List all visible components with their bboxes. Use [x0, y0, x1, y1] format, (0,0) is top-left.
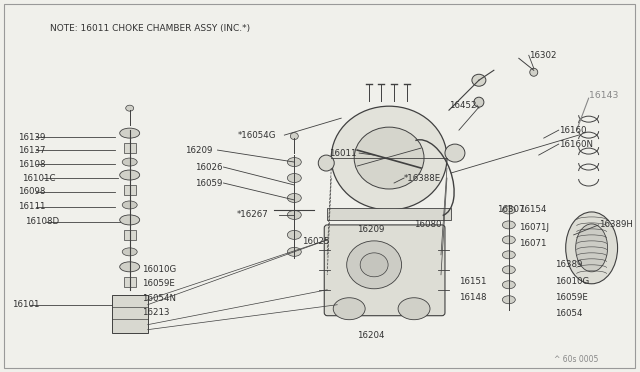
- Ellipse shape: [445, 144, 465, 162]
- Ellipse shape: [360, 253, 388, 277]
- Bar: [124, 185, 136, 195]
- Ellipse shape: [120, 170, 140, 180]
- Text: 16111: 16111: [18, 202, 45, 211]
- Text: 16010G: 16010G: [555, 277, 589, 286]
- Text: 16059E: 16059E: [555, 293, 588, 302]
- Ellipse shape: [347, 241, 401, 289]
- Ellipse shape: [120, 262, 140, 272]
- Text: 16101C: 16101C: [22, 173, 56, 183]
- Bar: [327, 208, 451, 220]
- Text: 16204: 16204: [357, 331, 385, 340]
- Text: 16059E: 16059E: [141, 279, 175, 288]
- Ellipse shape: [354, 127, 424, 189]
- Ellipse shape: [287, 230, 301, 239]
- Ellipse shape: [125, 105, 134, 111]
- Ellipse shape: [502, 221, 515, 229]
- Text: *16054G: *16054G: [237, 131, 276, 140]
- Text: 16025: 16025: [302, 237, 330, 246]
- Ellipse shape: [287, 193, 301, 202]
- Ellipse shape: [472, 74, 486, 86]
- Text: 16389H: 16389H: [598, 221, 632, 230]
- Ellipse shape: [120, 215, 140, 225]
- Text: 16209: 16209: [357, 225, 385, 234]
- Text: *16388E: *16388E: [404, 173, 442, 183]
- Ellipse shape: [291, 133, 298, 140]
- Text: 16071J: 16071J: [519, 224, 549, 232]
- Text: 16154: 16154: [519, 205, 547, 214]
- Text: 16160N: 16160N: [559, 140, 593, 148]
- Text: 16098: 16098: [18, 187, 45, 196]
- Ellipse shape: [502, 206, 515, 214]
- Ellipse shape: [332, 106, 447, 210]
- Ellipse shape: [502, 296, 515, 304]
- Text: 16010G: 16010G: [141, 265, 176, 274]
- Text: 16059: 16059: [195, 179, 222, 187]
- Ellipse shape: [287, 211, 301, 219]
- Ellipse shape: [287, 173, 301, 183]
- Text: 16148: 16148: [459, 293, 486, 302]
- Ellipse shape: [502, 236, 515, 244]
- Ellipse shape: [575, 224, 607, 272]
- Text: 16011: 16011: [329, 148, 356, 158]
- Ellipse shape: [333, 298, 365, 320]
- Text: 16213: 16213: [141, 308, 169, 317]
- Text: 16108D: 16108D: [25, 217, 59, 227]
- Text: 16143: 16143: [589, 91, 618, 100]
- Bar: [124, 143, 136, 153]
- Ellipse shape: [122, 158, 137, 166]
- Text: 16389: 16389: [555, 260, 582, 269]
- Text: 16160: 16160: [559, 126, 586, 135]
- Text: 16209: 16209: [184, 145, 212, 155]
- Bar: [124, 230, 136, 240]
- Ellipse shape: [122, 248, 137, 256]
- Text: 16080: 16080: [414, 221, 442, 230]
- Text: 16307: 16307: [497, 205, 524, 214]
- Bar: [124, 277, 136, 287]
- Text: 16151: 16151: [459, 277, 486, 286]
- Ellipse shape: [502, 281, 515, 289]
- Ellipse shape: [318, 155, 334, 171]
- Text: 16071: 16071: [519, 239, 547, 248]
- Text: 16026: 16026: [195, 163, 222, 171]
- Text: 16101: 16101: [12, 300, 40, 309]
- Text: 16054N: 16054N: [141, 294, 175, 303]
- Text: 16137: 16137: [18, 145, 45, 155]
- Ellipse shape: [287, 247, 301, 256]
- Text: ^ 60s 0005: ^ 60s 0005: [554, 355, 598, 364]
- Text: 16108: 16108: [18, 160, 45, 169]
- Ellipse shape: [287, 158, 301, 167]
- Ellipse shape: [502, 266, 515, 274]
- Text: 16139: 16139: [18, 132, 45, 142]
- Text: *16267: *16267: [236, 211, 268, 219]
- Ellipse shape: [120, 128, 140, 138]
- Ellipse shape: [530, 68, 538, 76]
- Ellipse shape: [502, 251, 515, 259]
- Text: NOTE: 16011 CHOKE CHAMBER ASSY (INC.*): NOTE: 16011 CHOKE CHAMBER ASSY (INC.*): [50, 24, 250, 33]
- Ellipse shape: [398, 298, 430, 320]
- Text: 16452: 16452: [449, 101, 476, 110]
- Text: 16054: 16054: [555, 309, 582, 318]
- Ellipse shape: [566, 212, 618, 284]
- Ellipse shape: [122, 201, 137, 209]
- Bar: [112, 295, 148, 333]
- FancyBboxPatch shape: [324, 225, 445, 316]
- Ellipse shape: [474, 97, 484, 107]
- Text: 16302: 16302: [529, 51, 556, 60]
